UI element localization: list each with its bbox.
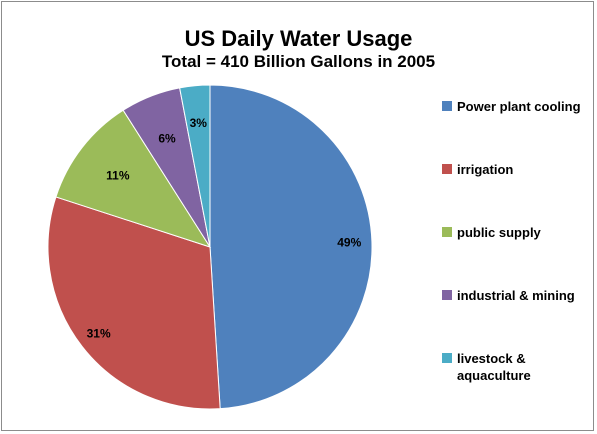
legend-item-irrigation: irrigation (442, 161, 592, 178)
chart-title: US Daily Water Usage (184, 26, 413, 51)
chart-subtitle: Total = 410 Billion Gallons in 2005 (161, 52, 436, 71)
pie-slice-irrigation (47, 196, 221, 410)
data-label-power-plant-cooling: 49% (337, 236, 361, 250)
data-label-industrial-mining: 6% (158, 132, 176, 146)
data-label-livestock-aquaculture: 3% (190, 116, 208, 130)
legend-swatch (442, 101, 452, 111)
pie-slice-public-supply (55, 109, 212, 248)
legend-item-livestock-aquaculture: livestock & aquaculture (442, 350, 592, 384)
pie-slice-power-plant-cooling (209, 84, 373, 410)
legend-item-public-supply: public supply (442, 224, 592, 241)
legend-item-industrial-mining: industrial & mining (442, 287, 592, 304)
legend-label: public supply (457, 225, 541, 240)
legend-item-power-plant-cooling: Power plant cooling (442, 98, 592, 115)
legend-label: livestock & aquaculture (457, 351, 531, 383)
legend-label: Power plant cooling (457, 99, 581, 114)
legend-swatch (442, 290, 452, 300)
legend-label: irrigation (457, 162, 514, 177)
legend-swatch (442, 164, 452, 174)
pie-slice-livestock-aquaculture (179, 84, 211, 248)
data-label-irrigation: 31% (87, 326, 111, 340)
legend-label: industrial & mining (457, 288, 575, 303)
data-label-public-supply: 11% (106, 169, 130, 183)
legend-swatch (442, 227, 452, 237)
legend-swatch (442, 353, 452, 363)
